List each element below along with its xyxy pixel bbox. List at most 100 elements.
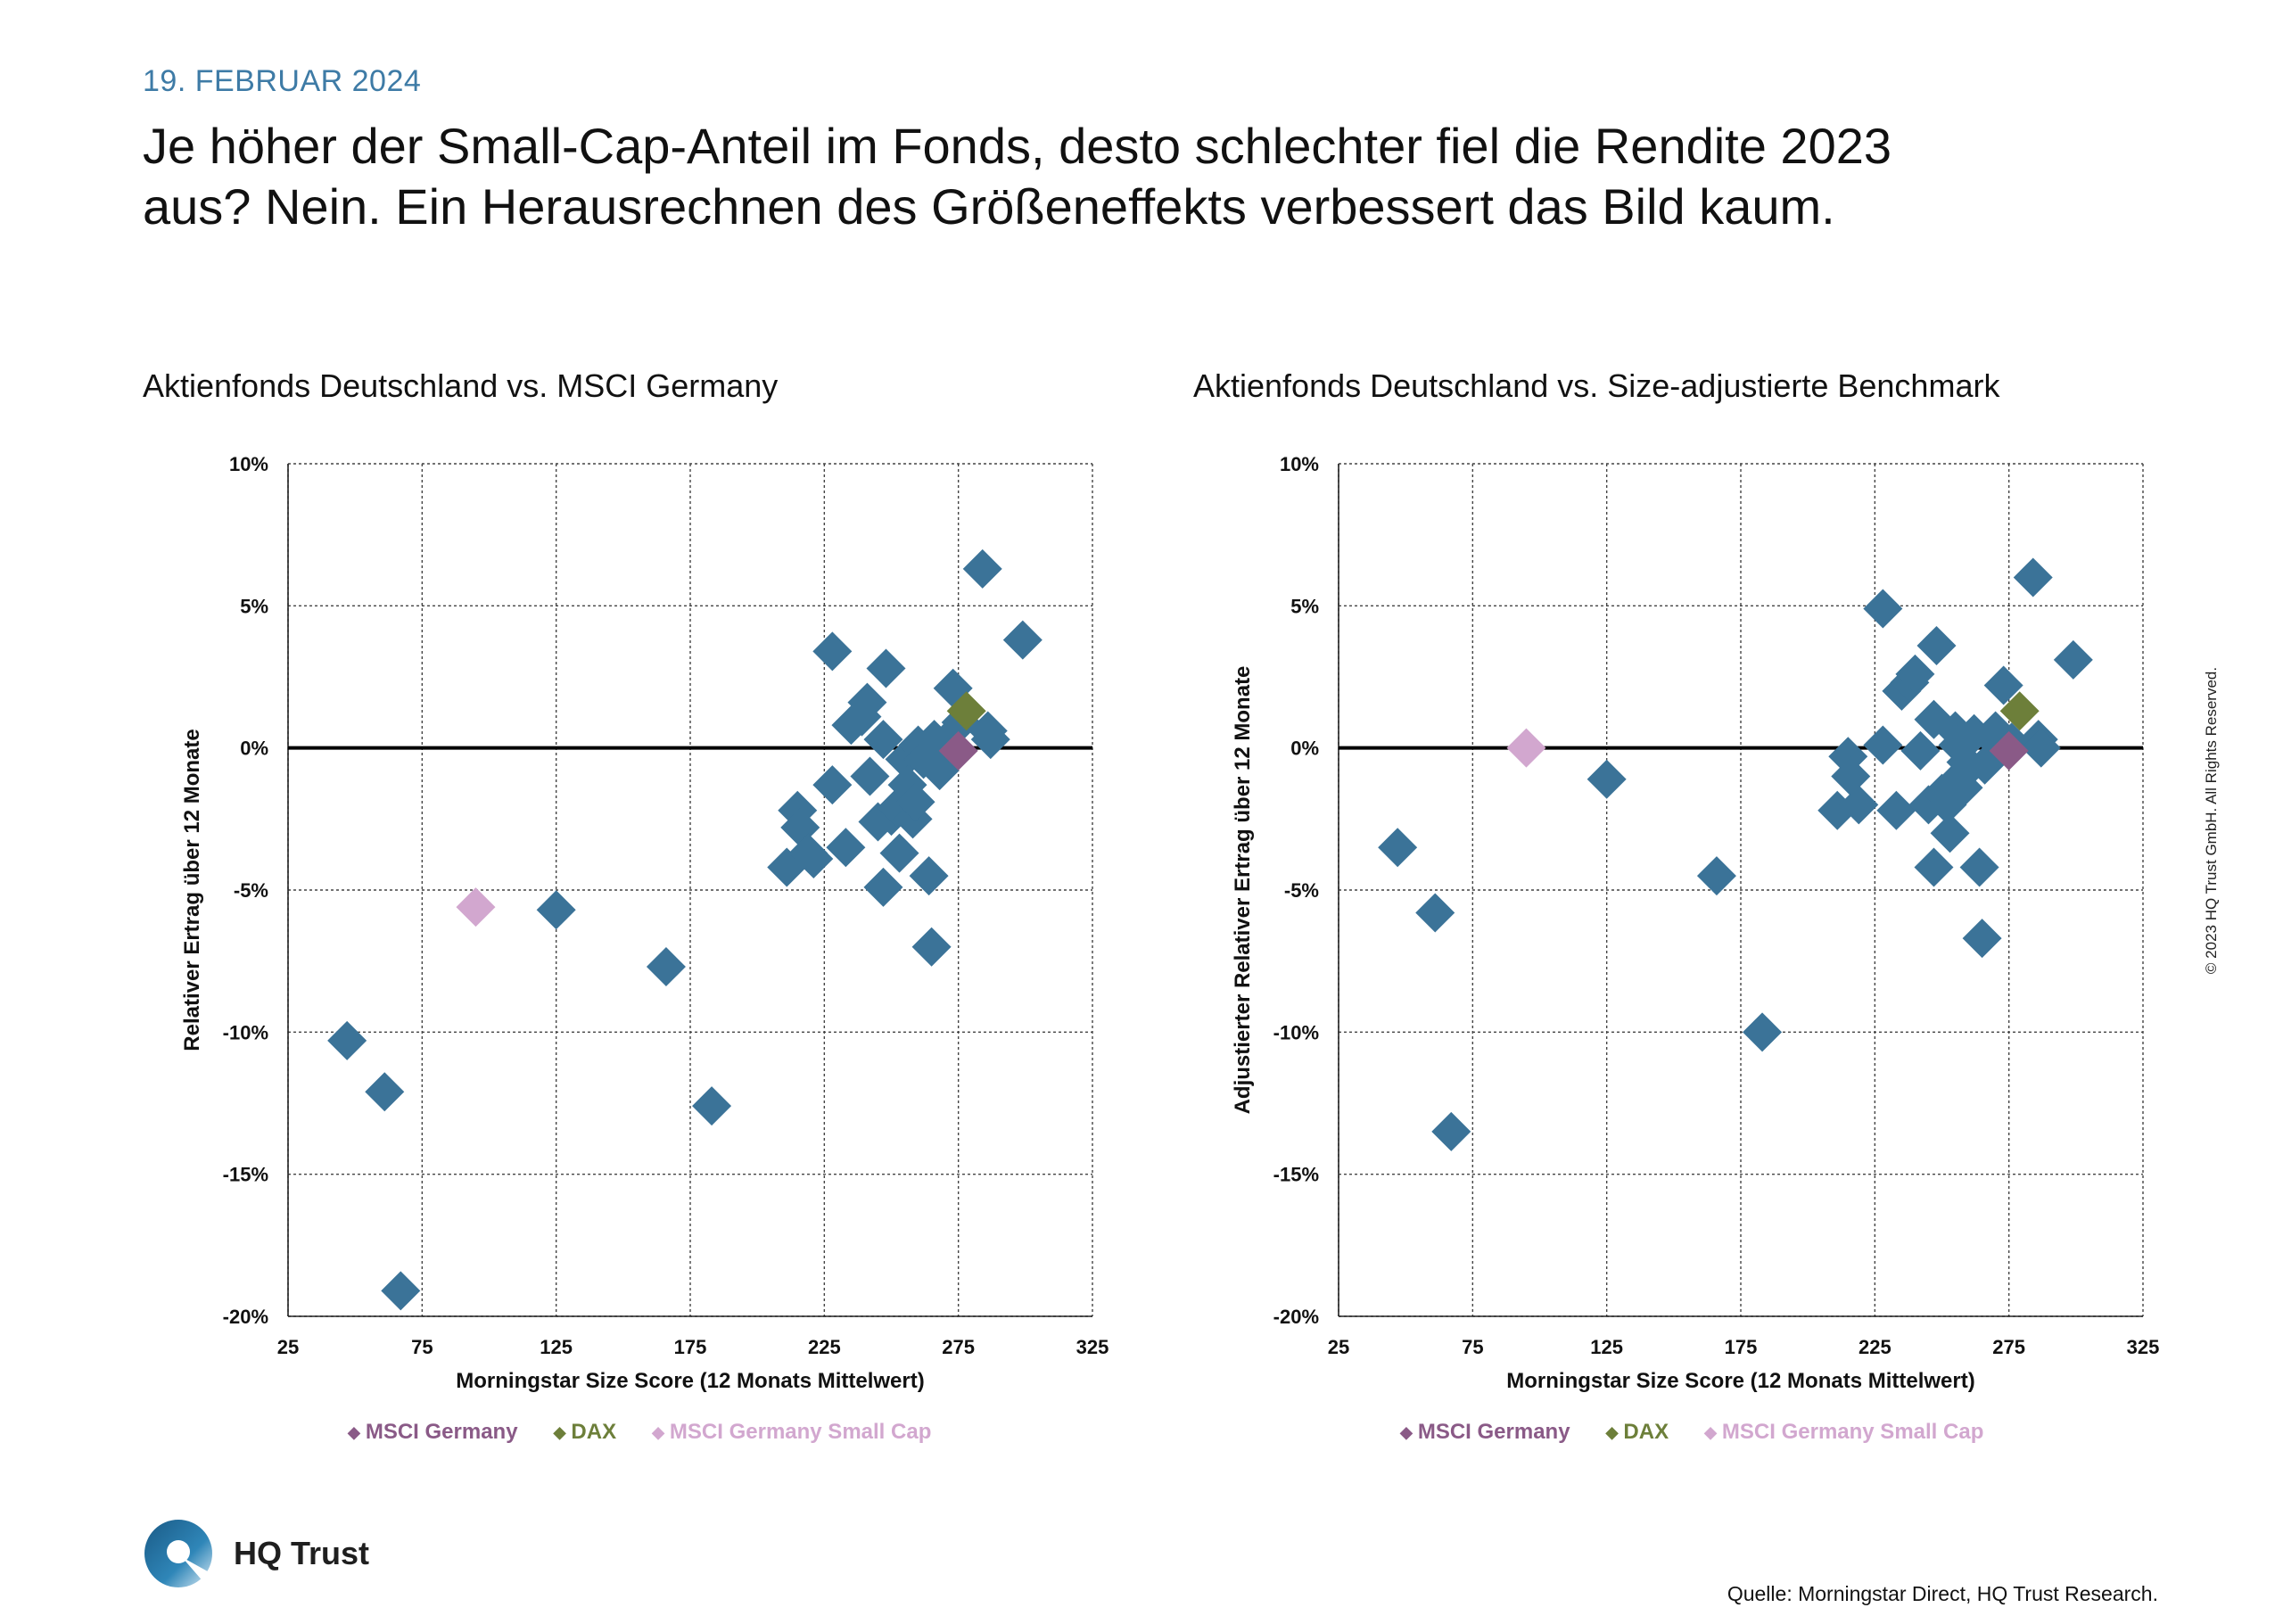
y-tick-label: -20% <box>223 1306 268 1328</box>
y-tick-label: -5% <box>234 879 268 902</box>
report-date: 19. FEBRUAR 2024 <box>143 64 422 98</box>
fund-point <box>1876 790 1916 830</box>
chart-2-legend: ◆ MSCI Germany ◆ DAX ◆ MSCI Germany Smal… <box>1400 1420 1983 1445</box>
chart-2-title: Aktienfonds Deutschland vs. Size-adjusti… <box>1193 367 2000 404</box>
x-tick-label: 275 <box>1992 1336 2025 1358</box>
msci-germany-small-cap-point <box>456 887 496 927</box>
x-tick-label: 75 <box>411 1336 433 1358</box>
x-tick-label: 275 <box>942 1336 975 1358</box>
fund-point <box>2013 557 2053 598</box>
fund-point <box>1587 759 1627 799</box>
chart-2-scatter: 25 75 125 175 225 275 325 10% 5% 0% -5% -10% -15% -20… <box>1231 453 2160 1393</box>
fund-point <box>863 720 903 760</box>
y-axis-label: Adjustierter Relativer Ertrag über 12 Mo… <box>1231 666 1255 1115</box>
fund-point <box>1378 828 1418 868</box>
legend-item-msci-germany-small-cap: ◆ MSCI Germany Small Cap <box>1704 1420 1984 1444</box>
fund-point <box>646 947 686 987</box>
fund-point <box>2021 728 2061 768</box>
page-headline: Je höher der Small-Cap-Anteil im Fonds, … <box>143 116 2149 237</box>
y-tick-label: 0% <box>240 738 268 760</box>
legend-item-msci-germany: ◆ MSCI Germany <box>1400 1420 1570 1444</box>
fund-point <box>692 1086 732 1126</box>
y-tick-label: 5% <box>240 595 268 617</box>
x-tick-label: 125 <box>540 1336 573 1358</box>
fund-point <box>1943 768 1983 808</box>
x-tick-label: 175 <box>674 1336 707 1358</box>
y-tick-label: 0% <box>1290 738 1319 760</box>
fund-point <box>1431 1111 1471 1151</box>
grid <box>287 463 1093 1317</box>
fund-point <box>903 739 944 779</box>
fund-point <box>962 548 1002 589</box>
legend-item-dax: ◆ DAX <box>553 1420 617 1444</box>
y-axis-label: Relativer Ertrag über 12 Monate <box>180 729 204 1051</box>
headline-line-1: Je höher der Small-Cap-Anteil im Fonds, … <box>143 118 1892 174</box>
x-tick-label: 225 <box>1859 1336 1892 1358</box>
fund-point <box>866 648 906 688</box>
dax-point <box>1999 691 2040 731</box>
copyright-note: © 2023 HQ Trust GmbH. All Rights Reserve… <box>2203 666 2220 975</box>
x-tick-label: 225 <box>808 1336 841 1358</box>
msci-germany-point <box>938 730 978 771</box>
fund-point <box>911 927 952 967</box>
fund-point <box>879 833 919 873</box>
source-note: Quelle: Morningstar Direct, HQ Trust Res… <box>1727 1582 2158 1605</box>
legend-item-msci-germany-small-cap: ◆ MSCI Germany Small Cap <box>652 1420 932 1444</box>
fund-point <box>933 668 973 708</box>
fund-point <box>826 828 866 868</box>
fund-point <box>847 682 887 722</box>
fund-point <box>1965 745 2005 785</box>
fund-point <box>812 631 853 672</box>
fund-point <box>2053 639 2093 680</box>
fund-point <box>1959 847 1999 887</box>
fund-point <box>1895 654 1935 694</box>
fund-point <box>1002 620 1043 660</box>
y-tick-label: 10% <box>1280 453 1319 475</box>
fund-point <box>1900 730 1941 771</box>
x-tick-label: 125 <box>1590 1336 1623 1358</box>
fund-point <box>1415 893 1455 933</box>
fund-point <box>1916 625 1957 665</box>
y-tick-label: -5% <box>1284 879 1319 902</box>
fund-point <box>1743 1012 1783 1052</box>
x-tick-label: 325 <box>2127 1336 2160 1358</box>
headline-line-2: aus? Nein. Ein Herausrechnen des Größene… <box>143 178 1835 235</box>
x-tick-label: 75 <box>1462 1336 1483 1358</box>
y-tick-label: 10% <box>229 453 268 475</box>
chart-1-legend: ◆ MSCI Germany ◆ DAX ◆ MSCI Germany Smal… <box>348 1420 931 1445</box>
fund-point <box>1914 847 1954 887</box>
fund-point <box>381 1271 421 1311</box>
fund-point <box>1946 742 1986 782</box>
msci-germany-small-cap-point <box>1506 728 1546 768</box>
fund-point <box>1863 725 1903 765</box>
x-tick-label: 25 <box>1328 1336 1349 1358</box>
x-tick-label: 175 <box>1725 1336 1758 1358</box>
fund-point <box>1839 785 1879 825</box>
fund-point <box>327 1020 367 1060</box>
y-tick-label: -20% <box>1273 1306 1319 1328</box>
fund-point <box>1983 665 2023 705</box>
chart-1-scatter: 25 75 125 175 225 275 325 10% 5% 0% -5% -10% -15% -20… <box>180 453 1109 1393</box>
x-tick-label: 325 <box>1076 1336 1109 1358</box>
grid <box>1338 463 2144 1317</box>
fund-point <box>812 765 853 805</box>
msci-germany-point <box>1989 730 2029 771</box>
legend-item-msci-germany: ◆ MSCI Germany <box>348 1420 518 1444</box>
fund-point <box>536 890 576 930</box>
y-tick-label: -15% <box>1273 1164 1319 1186</box>
fund-point <box>365 1072 405 1112</box>
logo-text: HQ Trust <box>234 1535 370 1571</box>
fund-point <box>1930 813 1970 853</box>
y-tick-label: -15% <box>223 1164 268 1186</box>
hq-trust-logo: HQ Trust <box>143 1518 369 1589</box>
fund-point <box>850 756 890 796</box>
hq-trust-logo-icon <box>144 1520 214 1587</box>
fund-point <box>895 782 935 822</box>
fund-point <box>1962 919 2002 959</box>
chart-1-title: Aktienfonds Deutschland vs. MSCI Germany <box>143 367 779 404</box>
x-axis-label: Morningstar Size Score (12 Monats Mittel… <box>456 1369 924 1393</box>
x-tick-label: 25 <box>277 1336 299 1358</box>
x-axis-label: Morningstar Size Score (12 Monats Mittel… <box>1506 1369 1974 1393</box>
y-tick-label: -10% <box>223 1021 268 1043</box>
fund-point <box>1817 790 1858 830</box>
